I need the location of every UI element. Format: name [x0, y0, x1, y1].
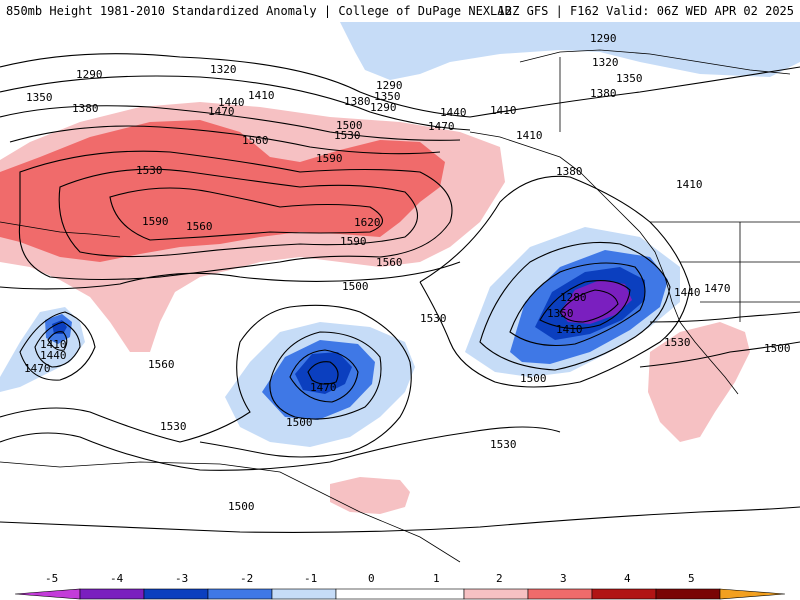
anomaly-shade-neg4-east [560, 280, 632, 324]
anomaly-colorbar: -5 -4 -3 -2 -1 0 1 2 3 4 5 [14, 572, 786, 600]
colorbar-tick-label: -1 [304, 572, 317, 585]
contour-label: 1290 [370, 101, 397, 114]
contour-label: 1500 [342, 280, 369, 293]
contour-label: 1590 [316, 152, 343, 165]
colorbar-tick-label: 1 [433, 572, 440, 585]
contour-label: 1290 [76, 68, 103, 81]
contour-label: 1410 [490, 104, 517, 117]
contour-label: 1470 [208, 105, 235, 118]
contour-label: 1350 [26, 91, 53, 104]
colorbar-tick-label: 4 [624, 572, 631, 585]
contour-label: 1500 [228, 500, 255, 513]
contour-label: 1560 [376, 256, 403, 269]
model-run-info: 12Z GFS | F162 Valid: 06Z WED APR 02 202… [497, 4, 794, 18]
height-contours [0, 53, 800, 533]
contour-label: 1590 [142, 215, 169, 228]
colorbar-swatch-neg4 [79, 588, 145, 600]
contour-label: 1530 [160, 420, 187, 433]
colorbar-swatch-pos3 [591, 588, 657, 600]
colorbar-tick-label: -5 [45, 572, 58, 585]
contour-label: 1530 [420, 312, 447, 325]
contour-label: 1290 [590, 32, 617, 45]
contour-label: 1280 [560, 291, 587, 304]
colorbar-swatch-pos1 [463, 588, 529, 600]
contour-label: 1590 [340, 235, 367, 248]
contour-label: 1440 [40, 349, 67, 362]
contour-label: 1500 [764, 342, 791, 355]
colorbar-tick-label: -4 [110, 572, 124, 585]
contour-label: 1380 [72, 102, 99, 115]
map-header: 850mb Height 1981-2010 Standardized Anom… [0, 0, 800, 22]
contour-label-group: 1290 1320 1290 1350 1380 1440 1410 1470 … [24, 32, 791, 513]
contour-label: 1530 [664, 336, 691, 349]
contour-label: 1500 [336, 119, 363, 132]
contour-label: 1350 [616, 72, 643, 85]
contour-label: 1440 [218, 96, 245, 109]
contour-label: 1560 [148, 358, 175, 371]
colorbar-swatch-neg5-arrow [14, 588, 81, 600]
anomaly-map: 1290 1320 1290 1350 1380 1440 1410 1470 … [0, 22, 800, 563]
colorbar-swatches [14, 588, 786, 600]
colorbar-tick-label: 0 [368, 572, 375, 585]
contour-label: 1470 [428, 120, 455, 133]
contour-label: 1470 [704, 282, 731, 295]
contour-label: 1530 [490, 438, 517, 451]
contour-label: 1410 [556, 323, 583, 336]
contour-label: 1470 [310, 381, 337, 394]
contour-label: 1290 [376, 79, 403, 92]
colorbar-swatch-neg1 [271, 588, 337, 600]
contour-label: 1620 [354, 216, 381, 229]
colorbar-tick-label: 3 [560, 572, 567, 585]
colorbar-swatch-pos4 [655, 588, 721, 600]
contour-label: 1440 [440, 106, 467, 119]
anomaly-shade-neg3-west [52, 320, 67, 334]
colorbar-swatch-neg2 [207, 588, 273, 600]
anomaly-shade-pos2-ridge [0, 120, 445, 262]
contour-label: 1560 [242, 134, 269, 147]
contour-label: 1560 [186, 220, 213, 233]
anomaly-shade-neg3-central [295, 352, 352, 394]
contour-label: 1410 [676, 178, 703, 191]
contour-label: 1350 [547, 307, 574, 320]
colorbar-swatch-pos2 [527, 588, 593, 600]
anomaly-shade-pos1-south [330, 477, 410, 514]
colorbar-tick-label: 2 [496, 572, 503, 585]
map-title: 850mb Height 1981-2010 Standardized Anom… [6, 4, 512, 18]
contour-label: 1380 [590, 87, 617, 100]
contour-label: 1500 [520, 372, 547, 385]
contour-label: 1320 [592, 56, 619, 69]
contour-label: 1410 [516, 129, 543, 142]
contour-label: 1410 [40, 338, 67, 351]
contour-label: 1350 [374, 90, 401, 103]
colorbar-ticks: -5 -4 -3 -2 -1 0 1 2 3 4 5 [45, 572, 695, 585]
colorbar-tick-label: 5 [688, 572, 695, 585]
contour-label: 1410 [248, 89, 275, 102]
contour-label: 1530 [136, 164, 163, 177]
anomaly-shade-pos1-east [648, 322, 750, 442]
colorbar-swatch-pos5-arrow [719, 588, 786, 600]
contour-label: 1380 [556, 165, 583, 178]
colorbar-tick-label: -3 [175, 572, 188, 585]
colorbar-tick-label: -2 [240, 572, 253, 585]
colorbar-swatch-neutral [335, 588, 465, 600]
contour-label: 1440 [674, 286, 701, 299]
contour-label: 1500 [286, 416, 313, 429]
contour-label: 1470 [24, 362, 51, 375]
anomaly-shade-neg1-north [340, 22, 800, 80]
colorbar-swatch-neg3 [143, 588, 209, 600]
contour-label: 1380 [344, 95, 371, 108]
contour-label: 1530 [334, 129, 361, 142]
contour-label: 1320 [210, 63, 237, 76]
